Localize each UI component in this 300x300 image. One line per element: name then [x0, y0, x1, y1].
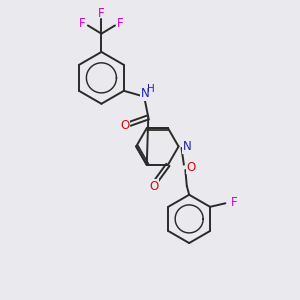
Text: F: F [117, 16, 124, 30]
Text: F: F [98, 7, 105, 20]
Text: F: F [231, 196, 237, 209]
Text: O: O [120, 119, 129, 132]
Text: N: N [183, 140, 192, 153]
Text: H: H [147, 84, 155, 94]
Text: O: O [149, 179, 158, 193]
Text: F: F [79, 16, 86, 30]
Text: N: N [141, 87, 150, 100]
Text: O: O [186, 160, 196, 174]
